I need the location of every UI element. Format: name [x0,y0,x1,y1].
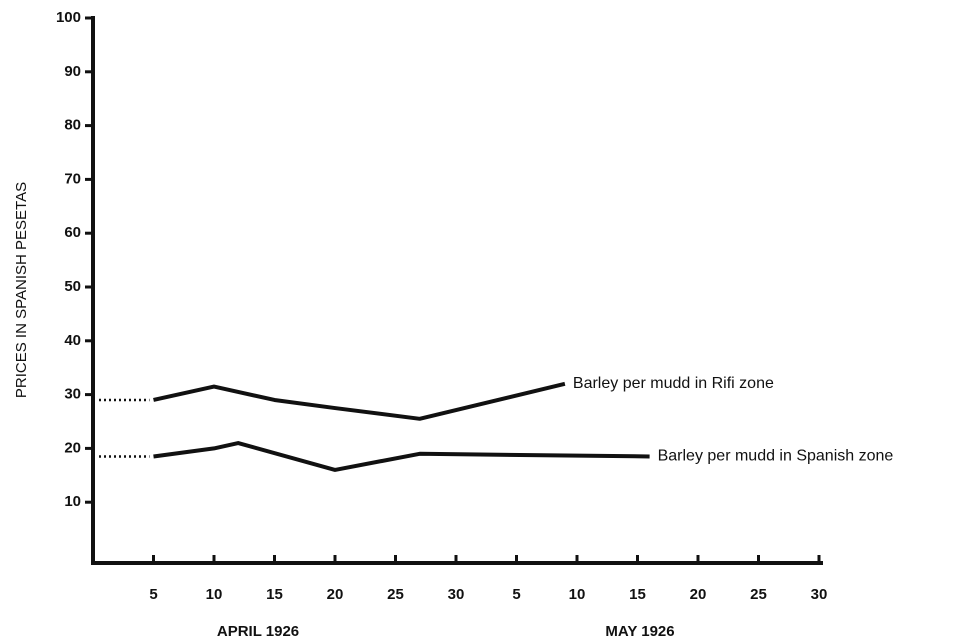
x-tick-label: 5 [512,586,520,603]
x-tick-label: 20 [690,586,707,603]
series-line [153,381,566,421]
y-tick-label: 80 [64,117,81,134]
y-tick-label: 20 [64,439,81,456]
month-label: MAY 1926 [605,623,674,640]
x-tick-label: 10 [569,586,586,603]
x-tick-label: 25 [750,586,767,603]
y-axis-label: PRICES IN SPANISH PESETAS [13,182,30,398]
month-label: APRIL 1926 [217,623,299,640]
x-tick-label: 15 [266,586,283,603]
x-tick-label: 30 [448,586,465,603]
y-tick-label: 10 [64,493,81,510]
x-tick-label: 30 [811,586,828,603]
series-line [153,441,650,472]
y-tick-label: 60 [64,224,81,241]
series-label: Barley per mudd in Rifi zone [573,375,774,392]
y-tick-label: 50 [64,278,81,295]
x-tick-label: 10 [206,586,223,603]
y-tick-label: 100 [56,9,81,26]
series-label: Barley per mudd in Spanish zone [658,448,894,465]
x-tick-label: 15 [629,586,646,603]
x-tick-label: 5 [149,586,157,603]
x-tick-label: 25 [387,586,404,603]
y-tick-label: 30 [64,386,81,403]
x-tick-label: 20 [327,586,344,603]
y-tick-label: 40 [64,332,81,349]
y-tick-label: 90 [64,63,81,80]
y-tick-label: 70 [64,170,81,187]
